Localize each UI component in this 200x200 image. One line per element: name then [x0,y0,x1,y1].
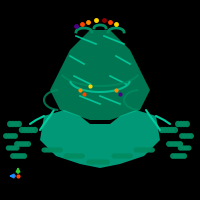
Ellipse shape [189,134,193,138]
Ellipse shape [123,154,129,158]
Ellipse shape [163,128,168,132]
Ellipse shape [87,160,93,164]
Ellipse shape [116,154,121,158]
Polygon shape [40,110,160,168]
Ellipse shape [182,154,186,158]
Ellipse shape [11,121,15,127]
Ellipse shape [178,146,183,150]
Ellipse shape [11,154,15,158]
Ellipse shape [22,154,26,158]
Ellipse shape [99,160,105,164]
Ellipse shape [95,160,101,164]
Ellipse shape [20,142,25,146]
Ellipse shape [79,154,84,158]
Ellipse shape [119,154,125,158]
Ellipse shape [46,148,51,152]
Ellipse shape [15,142,19,146]
Ellipse shape [159,128,165,132]
Ellipse shape [167,142,171,146]
Ellipse shape [13,134,17,138]
Ellipse shape [7,134,11,138]
Ellipse shape [184,146,188,150]
Ellipse shape [64,154,70,158]
Ellipse shape [180,134,184,138]
Ellipse shape [186,134,190,138]
Ellipse shape [179,121,183,127]
Ellipse shape [57,148,62,152]
Ellipse shape [176,121,180,127]
Ellipse shape [134,148,140,152]
Ellipse shape [23,142,28,146]
Ellipse shape [169,128,174,132]
Ellipse shape [19,154,24,158]
Ellipse shape [15,146,19,150]
Ellipse shape [10,134,14,138]
Ellipse shape [170,142,174,146]
Ellipse shape [49,148,55,152]
Ellipse shape [14,121,18,127]
Ellipse shape [187,146,191,150]
Ellipse shape [175,142,180,146]
Ellipse shape [127,154,132,158]
Ellipse shape [16,154,21,158]
Ellipse shape [172,128,177,132]
Ellipse shape [103,160,109,164]
Ellipse shape [68,154,73,158]
Ellipse shape [12,146,16,150]
Ellipse shape [23,128,28,132]
Ellipse shape [182,121,186,127]
Ellipse shape [179,154,184,158]
Ellipse shape [174,154,178,158]
Ellipse shape [8,121,12,127]
Ellipse shape [14,154,18,158]
Ellipse shape [181,146,185,150]
Ellipse shape [18,142,22,146]
Ellipse shape [53,148,59,152]
Ellipse shape [183,134,187,138]
Polygon shape [50,30,150,120]
Ellipse shape [9,146,13,150]
Ellipse shape [172,142,177,146]
Ellipse shape [138,148,143,152]
Ellipse shape [26,142,30,146]
Ellipse shape [75,154,81,158]
Ellipse shape [185,121,189,127]
Ellipse shape [141,148,147,152]
Ellipse shape [178,142,182,146]
Ellipse shape [145,148,151,152]
Ellipse shape [112,154,118,158]
Ellipse shape [42,148,48,152]
Ellipse shape [29,128,34,132]
Ellipse shape [149,148,154,152]
Ellipse shape [4,134,8,138]
Ellipse shape [6,146,11,150]
Ellipse shape [166,128,171,132]
Ellipse shape [171,154,175,158]
Ellipse shape [17,121,21,127]
Ellipse shape [26,128,31,132]
Ellipse shape [19,128,25,132]
Ellipse shape [32,128,37,132]
Ellipse shape [91,160,97,164]
Ellipse shape [176,154,181,158]
Ellipse shape [71,154,77,158]
